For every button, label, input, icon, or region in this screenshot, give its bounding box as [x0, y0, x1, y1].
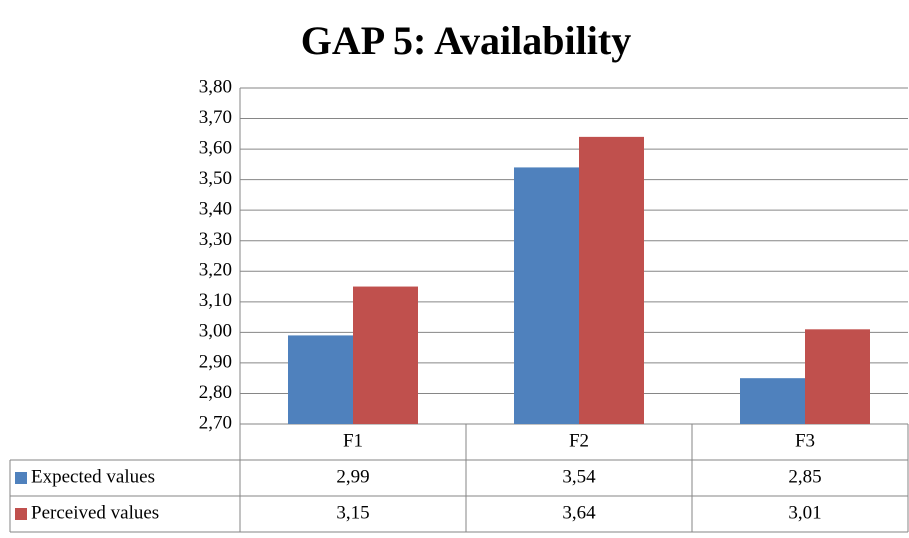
y-tick-label: 3,40 — [199, 199, 232, 220]
y-tick-label: 2,80 — [199, 382, 232, 403]
bar — [514, 167, 579, 424]
legend-label: Perceived values — [31, 502, 159, 523]
table-value: 2,85 — [788, 466, 821, 487]
y-tick-label: 3,10 — [199, 290, 232, 311]
legend-swatch — [15, 472, 27, 484]
y-tick-label: 2,70 — [199, 412, 232, 433]
legend-label: Expected values — [31, 466, 155, 487]
table-value: 3,15 — [336, 502, 369, 523]
bar — [288, 335, 353, 424]
y-tick-label: 3,00 — [199, 321, 232, 342]
bar — [579, 136, 644, 424]
bar — [740, 378, 805, 424]
y-tick-label: 3,30 — [199, 229, 232, 250]
y-tick-label: 3,70 — [199, 107, 232, 128]
table-value: 3,54 — [562, 466, 596, 487]
table-value: 3,64 — [562, 502, 596, 523]
x-tick-label: F1 — [343, 430, 363, 451]
bar — [353, 286, 418, 424]
legend-swatch — [15, 508, 27, 520]
x-tick-label: F3 — [795, 430, 815, 451]
y-tick-label: 3,80 — [199, 76, 232, 97]
y-tick-label: 3,50 — [199, 168, 232, 189]
chart-title: GAP 5: Availability — [301, 18, 631, 63]
table-value: 3,01 — [788, 502, 821, 523]
bar — [805, 329, 870, 424]
y-tick-label: 2,90 — [199, 351, 232, 372]
y-tick-label: 3,20 — [199, 260, 232, 281]
table-value: 2,99 — [336, 466, 369, 487]
y-tick-label: 3,60 — [199, 137, 232, 158]
x-tick-label: F2 — [569, 430, 589, 451]
